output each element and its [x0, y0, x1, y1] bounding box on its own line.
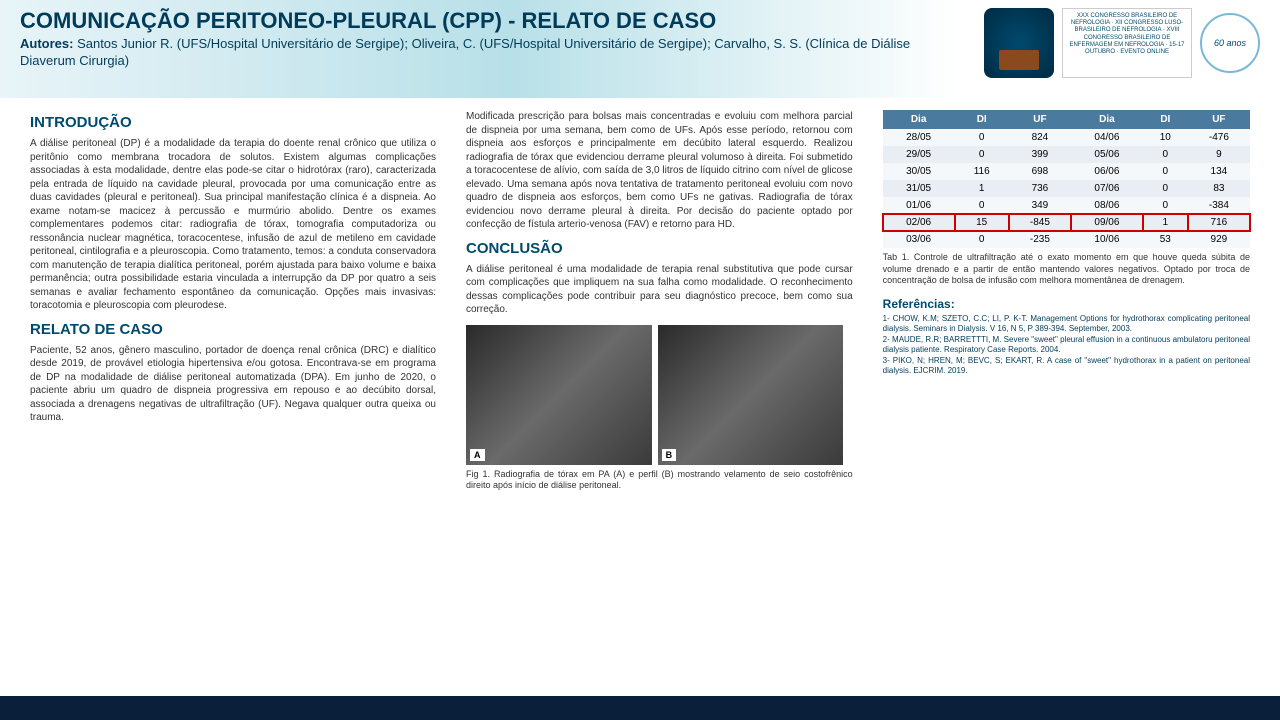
- table-cell: 0: [955, 129, 1009, 146]
- table-cell: 116: [955, 163, 1009, 180]
- table-cell: 716: [1188, 214, 1250, 231]
- anniversary-logo: 60 anos: [1200, 13, 1260, 73]
- table-cell: 28/05: [883, 129, 955, 146]
- table-row: 30/0511669806/060134: [883, 163, 1250, 180]
- congress-text-logo: XXX CONGRESSO BRASILEIRO DE NEFROLOGIA ·…: [1062, 8, 1192, 78]
- table-cell: -235: [1009, 231, 1071, 248]
- table-cell: 1: [1143, 214, 1188, 231]
- column-3: DiaDIUFDiaDIUF 28/05082404/0610-47629/05…: [883, 110, 1250, 681]
- table-header: Dia: [1071, 110, 1143, 129]
- table-cell: 02/06: [883, 214, 955, 231]
- case-heading: RELATO DE CASO: [30, 321, 436, 338]
- table-cell: 53: [1143, 231, 1188, 248]
- table-cell: 0: [1143, 163, 1188, 180]
- table-cell: 03/06: [883, 231, 955, 248]
- table-cell: -476: [1188, 129, 1250, 146]
- table-cell: 15: [955, 214, 1009, 231]
- table-cell: 08/06: [1071, 197, 1143, 214]
- reference-item: 3- PIKO, N; HREN, M; BEVC, S; EKART, R. …: [883, 356, 1250, 377]
- table-cell: -845: [1009, 214, 1071, 231]
- table-cell: 0: [1143, 180, 1188, 197]
- reference-item: 1- CHOW, K.M; SZETO, C.C; LI, P. K-T. Ma…: [883, 314, 1250, 335]
- table-cell: 698: [1009, 163, 1071, 180]
- table-cell: 929: [1188, 231, 1250, 248]
- case-text-1: Paciente, 52 anos, gênero masculino, por…: [30, 344, 436, 425]
- table-cell: 0: [955, 231, 1009, 248]
- table-cell: 0: [1143, 197, 1188, 214]
- table-cell: 05/06: [1071, 146, 1143, 163]
- table-cell: 9: [1188, 146, 1250, 163]
- case-text-2: Modificada prescrição para bolsas mais c…: [466, 110, 853, 232]
- table-row: 03/060-23510/0653929: [883, 231, 1250, 248]
- table-caption: Tab 1. Controle de ultrafiltração até o …: [883, 252, 1250, 287]
- poster-content: INTRODUÇÃO A diálise peritoneal (DP) é a…: [0, 98, 1280, 693]
- table-cell: 04/06: [1071, 129, 1143, 146]
- poster-footer: [0, 696, 1280, 720]
- xray-b: [658, 325, 844, 465]
- table-cell: 01/06: [883, 197, 955, 214]
- table-row: 02/0615-84509/061716: [883, 214, 1250, 231]
- table-row: 01/06034908/060-384: [883, 197, 1250, 214]
- table-cell: 349: [1009, 197, 1071, 214]
- table-cell: 0: [1143, 146, 1188, 163]
- table-cell: 10: [1143, 129, 1188, 146]
- table-cell: 824: [1009, 129, 1071, 146]
- table-cell: 07/06: [1071, 180, 1143, 197]
- table-cell: 83: [1188, 180, 1250, 197]
- table-row: 28/05082404/0610-476: [883, 129, 1250, 146]
- poster-authors: Autores: Santos Junior R. (UFS/Hospital …: [20, 36, 920, 70]
- conclusion-heading: CONCLUSÃO: [466, 240, 853, 257]
- table-cell: 09/06: [1071, 214, 1143, 231]
- table-cell: 1: [955, 180, 1009, 197]
- column-1: INTRODUÇÃO A diálise peritoneal (DP) é a…: [30, 110, 436, 681]
- table-header: Dia: [883, 110, 955, 129]
- xray-figures: [466, 325, 853, 465]
- table-cell: 0: [955, 197, 1009, 214]
- authors-label: Autores:: [20, 36, 73, 51]
- xray-a: [466, 325, 652, 465]
- table-cell: 399: [1009, 146, 1071, 163]
- table-header: UF: [1188, 110, 1250, 129]
- header-logos: XXX CONGRESSO BRASILEIRO DE NEFROLOGIA ·…: [984, 8, 1260, 78]
- table-header: UF: [1009, 110, 1071, 129]
- table-cell: -384: [1188, 197, 1250, 214]
- table-cell: 30/05: [883, 163, 955, 180]
- table-header: DI: [955, 110, 1009, 129]
- table-cell: 134: [1188, 163, 1250, 180]
- column-2: Modificada prescrição para bolsas mais c…: [466, 110, 853, 681]
- uf-table: DiaDIUFDiaDIUF 28/05082404/0610-47629/05…: [883, 110, 1250, 248]
- figure-caption: Fig 1. Radiografia de tórax em PA (A) e …: [466, 469, 853, 492]
- table-cell: 29/05: [883, 146, 955, 163]
- references-heading: Referências:: [883, 297, 1250, 311]
- table-cell: 06/06: [1071, 163, 1143, 180]
- table-row: 29/05039905/0609: [883, 146, 1250, 163]
- table-cell: 0: [955, 146, 1009, 163]
- poster-header: COMUNICAÇÃO PERITONEO-PLEURAL (CPP) - RE…: [0, 0, 1280, 98]
- table-row: 31/05173607/06083: [883, 180, 1250, 197]
- table-cell: 736: [1009, 180, 1071, 197]
- intro-heading: INTRODUÇÃO: [30, 114, 436, 131]
- table-cell: 10/06: [1071, 231, 1143, 248]
- reference-item: 2- MAUDE, R.R; BARRETTTI, M. Severe "swe…: [883, 335, 1250, 356]
- table-cell: 31/05: [883, 180, 955, 197]
- congress-logo-icon: [984, 8, 1054, 78]
- table-header: DI: [1143, 110, 1188, 129]
- conclusion-text: A diálise peritoneal é uma modalidade de…: [466, 263, 853, 317]
- intro-text: A diálise peritoneal (DP) é a modalidade…: [30, 137, 436, 313]
- authors-names: Santos Junior R. (UFS/Hospital Universit…: [20, 36, 910, 68]
- references-list: 1- CHOW, K.M; SZETO, C.C; LI, P. K-T. Ma…: [883, 314, 1250, 376]
